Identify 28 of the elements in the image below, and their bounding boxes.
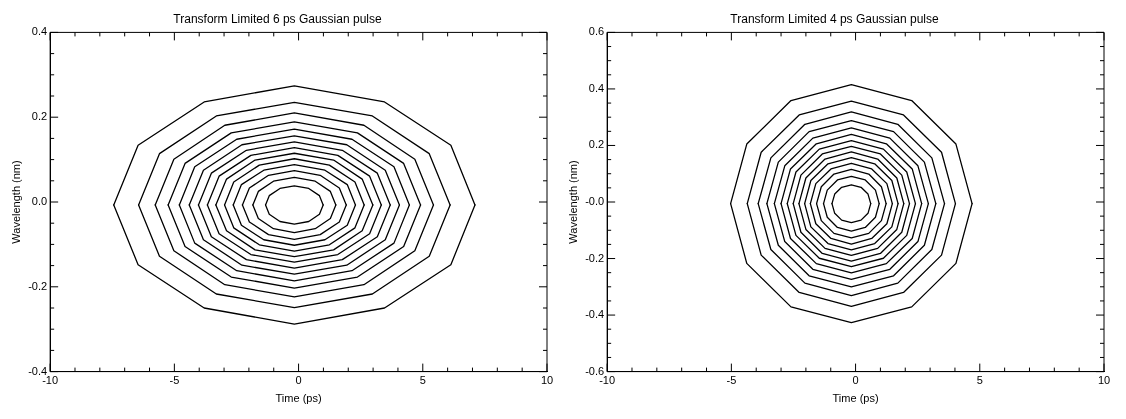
x-tick-label: 10 xyxy=(540,374,554,387)
y-tick-label: -0.6 xyxy=(585,364,605,377)
y-axis-title: Wavelength (nm) xyxy=(9,160,22,244)
x-tick-label: -5 xyxy=(169,374,180,387)
x-tick-label: -10 xyxy=(42,374,59,387)
chart-title: Transform Limited 4 ps Gaussian pulse xyxy=(730,11,939,26)
x-tick-label: -10 xyxy=(599,374,616,387)
y-tick-label: 0.4 xyxy=(31,25,48,38)
x-axis-title: Time (ps) xyxy=(275,392,322,405)
y-tick-label: -0.0 xyxy=(585,195,605,208)
y-tick-label: 0.2 xyxy=(588,138,605,151)
y-tick-label: 0.2 xyxy=(31,110,48,123)
x-tick-label: 5 xyxy=(976,374,983,387)
chart-title: Transform Limited 6 ps Gaussian pulse xyxy=(173,11,382,26)
y-tick-label: -0.2 xyxy=(585,251,605,264)
y-tick-label: -0.4 xyxy=(28,364,48,377)
x-tick-label: 0 xyxy=(295,374,302,387)
x-tick-label: 0 xyxy=(852,374,859,387)
y-tick-label: 0.0 xyxy=(31,195,48,208)
y-axis-title: Wavelength (nm) xyxy=(566,160,579,244)
y-tick-label: -0.4 xyxy=(585,308,605,321)
x-tick-label: -5 xyxy=(726,374,737,387)
x-tick-label: 5 xyxy=(419,374,426,387)
y-tick-label: 0.6 xyxy=(588,25,605,38)
y-tick-label: -0.2 xyxy=(28,279,48,292)
y-tick-label: 0.4 xyxy=(588,81,605,94)
x-axis-title: Time (ps) xyxy=(832,392,879,405)
x-tick-label: 10 xyxy=(1097,374,1111,387)
